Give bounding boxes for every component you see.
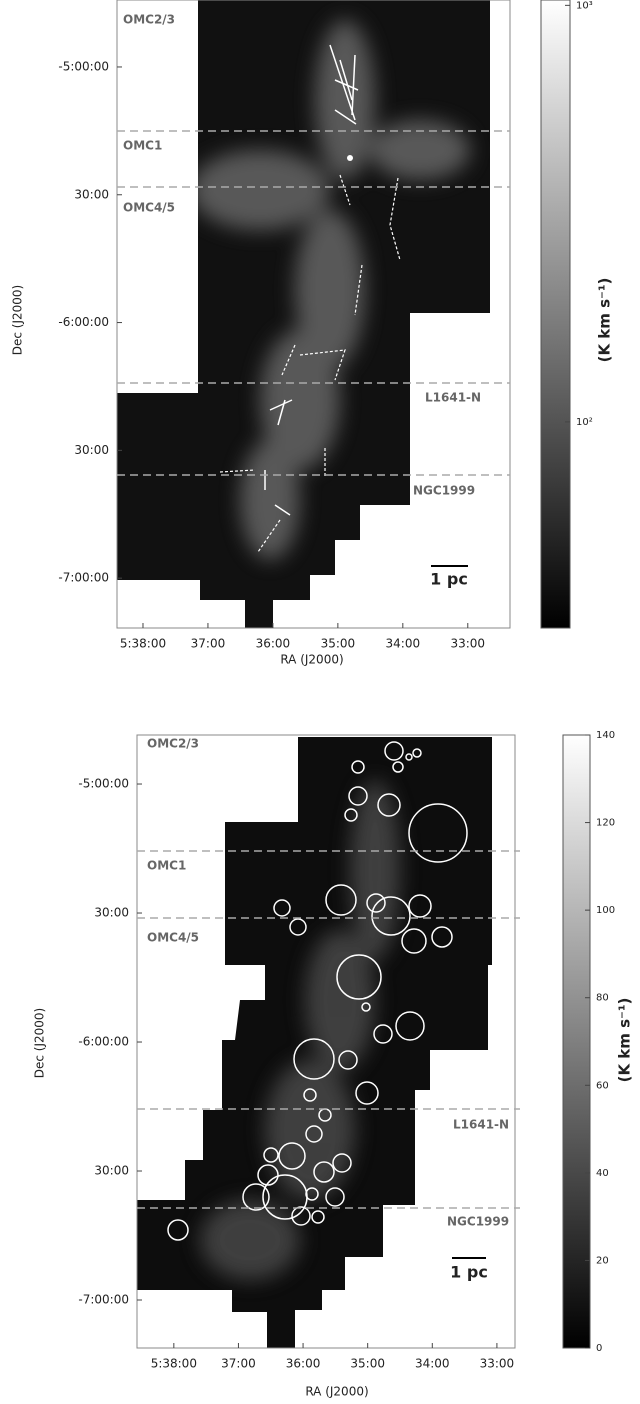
x-tick-label: 5:38:00 [120,637,166,651]
y-tick-label: -6:00:00 [58,315,109,329]
x-tick-label: 34:00 [386,637,421,651]
y-tick-label: -7:00:00 [78,1293,129,1307]
y-tick-label: -5:00:00 [78,777,129,791]
x-tick-label: 37:00 [221,1357,256,1371]
plot-frame [136,734,516,1349]
y-tick-label: -5:00:00 [58,59,109,73]
y-tick-label: -6:00:00 [78,1035,129,1049]
colorbar-tick-label: 100 [596,905,615,916]
region-label: OMC1 [123,139,162,153]
colorbar-tick-label: 10³ [576,0,593,11]
clump-circles [167,741,468,1241]
colorbar-tick-label: 80 [596,993,609,1004]
colorbar-label: (K km s⁻¹) [596,278,614,363]
x-tick-label: 34:00 [415,1357,450,1371]
plot-frame [116,0,511,629]
colorbar-tick-label: 10² [576,417,593,428]
region-label: OMC1 [147,859,186,873]
colorbar-tick-label: 0 [596,1343,602,1354]
x-tick-label: 36:00 [286,1357,321,1371]
x-tick-label: 33:00 [480,1357,515,1371]
y-axis-label: Dec (J2000) [11,285,25,355]
region-label: L1641-N [453,1118,509,1132]
region-label: OMC4/5 [147,931,199,945]
colorbar [562,734,591,1349]
polarization-dashed [219,174,401,553]
colorbar-tick-label: 40 [596,1168,609,1179]
x-tick-label: 5:38:00 [151,1357,197,1371]
scale-bar-label: 1 pc [450,1263,488,1282]
region-label: NGC1999 [447,1215,509,1229]
map-image [117,0,490,628]
colorbar-label: (K km s⁻¹) [616,998,634,1083]
colorbar-tick-label: 120 [596,818,615,829]
region-label: NGC1999 [413,484,475,498]
y-tick-label: -7:00:00 [58,571,109,585]
x-axis-label: RA (J2000) [305,1385,368,1399]
region-label: OMC2/3 [123,13,175,27]
y-tick-label: 30:00 [94,906,129,920]
x-tick-label: 33:00 [450,637,485,651]
region-label: OMC2/3 [147,737,199,751]
colorbar-tick-label: 20 [596,1255,609,1266]
colorbar [540,0,571,629]
colorbar-tick-label: 140 [596,730,615,741]
x-tick-label: 37:00 [191,637,226,651]
region-label: L1641-N [425,391,481,405]
y-tick-label: 30:00 [74,187,109,201]
y-axis-label: Dec (J2000) [33,1008,47,1078]
y-tick-label: 30:00 [74,443,109,457]
region-label: OMC4/5 [123,201,175,215]
y-tick-label: 30:00 [94,1164,129,1178]
x-axis-label: RA (J2000) [280,653,343,667]
colorbar-tick-label: 60 [596,1080,609,1091]
scale-bar-label: 1 pc [430,570,468,589]
x-tick-label: 35:00 [350,1357,385,1371]
polarization-vectors [264,44,359,516]
x-tick-label: 36:00 [256,637,291,651]
x-tick-label: 35:00 [321,637,356,651]
